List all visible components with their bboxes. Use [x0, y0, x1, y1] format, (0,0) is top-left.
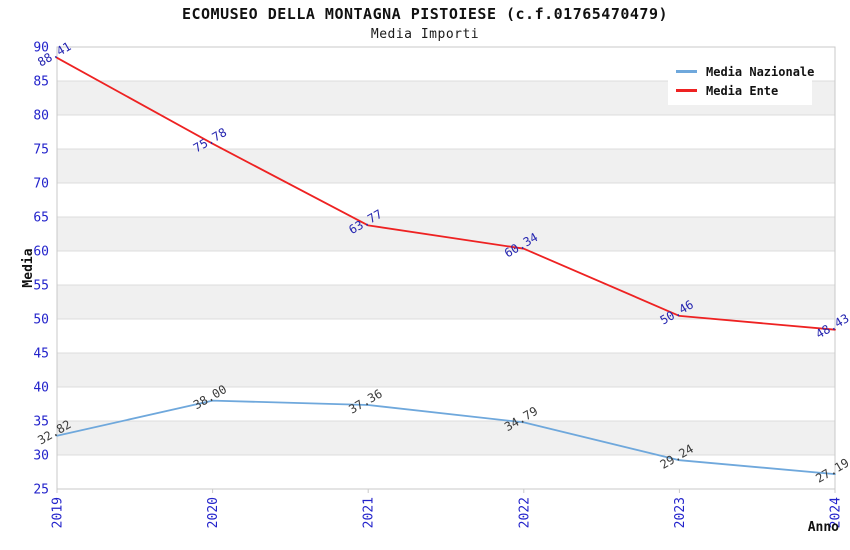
y-axis-title: Media [21, 248, 36, 287]
legend-swatch-media-nazionale [676, 70, 697, 73]
plot-area: 25 30 35 40 45 50 55 60 65 70 75 80 85 90 2019 2020 2021… [33, 39, 850, 528]
x-tick-label-2024: 2024 [829, 497, 844, 528]
chart-subtitle: Media Importi [371, 27, 479, 42]
x-tick-label-2020: 2020 [206, 497, 221, 528]
legend: Media Nazionale Media Ente [668, 57, 815, 105]
y-tick-label: 70 [33, 177, 49, 192]
grid-band [57, 149, 835, 183]
y-tick-label: 80 [33, 109, 49, 124]
y-tick-label: 25 [33, 483, 49, 498]
x-tick-label-2019: 2019 [51, 497, 66, 528]
legend-swatch-media-ente [676, 89, 697, 92]
point-label-media-nazionale-2021: 37.36 [346, 386, 384, 416]
grid-band [57, 217, 835, 251]
legend-label: Media Nazionale [706, 64, 815, 79]
point-label-media-nazionale-2024: 27.19 [813, 456, 850, 486]
y-tick-label: 75 [33, 143, 49, 158]
y-tick-label: 85 [33, 75, 49, 90]
x-tick-label-2022: 2022 [517, 497, 532, 528]
y-tick-label: 60 [33, 245, 49, 260]
legend-label: Media Ente [706, 83, 779, 98]
grid-band [57, 421, 835, 455]
series-line-media-nazionale [56, 399, 836, 476]
grid-band [57, 285, 835, 319]
y-tick-label: 50 [33, 313, 49, 328]
y-tick-label: 40 [33, 381, 49, 396]
y-tick-label: 65 [33, 211, 49, 226]
grid-band [57, 353, 835, 387]
x-tick-label-2021: 2021 [362, 497, 377, 528]
x-axis-title: Anno [808, 520, 839, 535]
y-tick-label: 35 [33, 415, 49, 430]
legend-item-media-nazionale: Media Nazionale [676, 62, 815, 81]
legend-item-media-ente: Media Ente [676, 81, 812, 100]
y-tick-label: 45 [33, 347, 49, 362]
y-tick-label: 55 [33, 279, 49, 294]
series-line-media-ente [56, 56, 836, 331]
y-tick-label: 90 [33, 41, 49, 56]
plot-border [56, 46, 836, 490]
y-tick-label: 30 [33, 449, 49, 464]
x-tick-label-2023: 2023 [673, 497, 688, 528]
chart-title: ECOMUSEO DELLA MONTAGNA PISTOIESE (c.f.0… [182, 5, 668, 23]
